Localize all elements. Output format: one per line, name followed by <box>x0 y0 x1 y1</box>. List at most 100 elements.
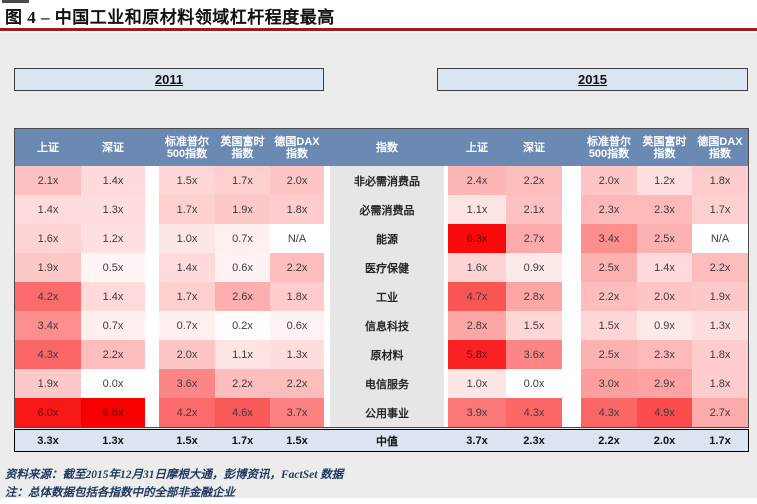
heat-cell: 1.0x <box>448 369 506 398</box>
col-gap <box>562 398 581 427</box>
heat-cell: 1.8x <box>270 195 324 224</box>
median-value: 2.0x <box>653 434 676 447</box>
heat-cell: 1.5x <box>581 311 637 340</box>
leverage-heatmap-table: 上证 深证 标准普尔 500指数 英国富时 指数 德国DAX 指数 指数 上证 深证 标准普尔 … <box>14 128 749 452</box>
heat-cell: 1.2x <box>637 166 692 195</box>
heat-cell: 1.8x <box>692 369 748 398</box>
row-label: 能源 <box>330 224 444 253</box>
table-row: 2.1x 1.4x 1.5x 1.7x 2.0x 非必需消费品 2.4x 2.2x 2.0x 1.… <box>15 166 748 195</box>
column-header-index: 指数 <box>376 141 398 154</box>
column-header: 标准普尔 500指数 <box>587 135 631 160</box>
median-row-box: 3.3x 1.3x 1.5x 1.7x 1.5x 中值 3.7x 2.3x 2.2x 2.0x 1.… <box>14 429 749 452</box>
row-label: 工业 <box>330 282 444 311</box>
column-header: 标准普尔 500指数 <box>165 135 209 160</box>
median-value: 1.5x <box>176 434 198 447</box>
heat-cell: 4.3x <box>581 398 637 427</box>
col-gap <box>562 224 581 253</box>
table-row: 4.2x 1.4x 1.7x 2.6x 1.8x 工业 4.7x 2.8x 2.2x 2.0x 1.… <box>15 282 748 311</box>
median-value: 1.7x <box>709 434 731 447</box>
heat-cell: 2.2x <box>581 282 637 311</box>
column-header: 英国富时 指数 <box>220 135 265 160</box>
heat-cell: 4.6x <box>215 398 270 427</box>
header-gap <box>145 129 159 166</box>
table-row: 3.4x 0.7x 0.7x 0.2x 0.6x 信息科技 2.8x 1.5x 1.5x 0.9x… <box>15 311 748 340</box>
col-gap <box>562 166 581 195</box>
heat-cell: 3.6x <box>159 369 215 398</box>
heat-cell: 2.2x <box>692 253 748 282</box>
heat-cell: 0.5x <box>81 253 145 282</box>
heat-cell: 2.5x <box>581 253 637 282</box>
heat-cell: 2.2x <box>270 369 324 398</box>
row-label: 公用事业 <box>330 398 444 427</box>
heat-cell: 1.9x <box>15 369 81 398</box>
heat-cell: 3.0x <box>581 369 637 398</box>
heatmap-main: 上证 深证 标准普尔 500指数 英国富时 指数 德国DAX 指数 指数 上证 深证 标准普尔 … <box>14 128 749 428</box>
column-header: 德国DAX 指数 <box>697 135 743 160</box>
median-value: 2.2x <box>598 434 620 447</box>
heat-cell: 1.9x <box>692 282 748 311</box>
heat-cell: 4.7x <box>448 282 506 311</box>
col-gap <box>145 282 159 311</box>
col-gap <box>562 253 581 282</box>
row-label: 信息科技 <box>330 311 444 340</box>
col-gap <box>145 311 159 340</box>
heat-cell: 0.7x <box>159 311 215 340</box>
heat-cell: 0.0x <box>506 369 562 398</box>
heat-cell: 2.2x <box>506 166 562 195</box>
heat-cell: 1.3x <box>270 340 324 369</box>
column-header: 上证 <box>466 141 488 154</box>
col-gap <box>562 195 581 224</box>
heat-cell: 2.1x <box>15 166 81 195</box>
heat-cell: 1.4x <box>159 253 215 282</box>
heat-cell: 1.1x <box>215 340 270 369</box>
heat-cell: 4.2x <box>159 398 215 427</box>
heat-cell: 1.8x <box>692 166 748 195</box>
column-header: 上证 <box>37 141 59 154</box>
heat-cell: 2.8x <box>506 282 562 311</box>
heat-cell: 2.8x <box>448 311 506 340</box>
heat-cell: 2.2x <box>270 253 324 282</box>
column-header: 德国DAX 指数 <box>274 135 320 160</box>
heat-cell: 6.5x <box>81 398 145 427</box>
col-gap <box>145 224 159 253</box>
heat-cell: 2.0x <box>159 340 215 369</box>
median-value: 1.5x <box>286 434 308 447</box>
table-header-row: 上证 深证 标准普尔 500指数 英国富时 指数 德国DAX 指数 指数 上证 深证 标准普尔 … <box>15 129 748 166</box>
table-row: 1.9x 0.5x 1.4x 0.6x 2.2x 医疗保健 1.6x 0.9x 2.5x 1.4x… <box>15 253 748 282</box>
median-value: 3.3x <box>37 434 59 447</box>
table-row: 1.4x 1.3x 1.7x 1.9x 1.8x 必需消费品 1.1x 2.1x 2.3x 2.3… <box>15 195 748 224</box>
median-value: 1.3x <box>102 434 124 447</box>
heat-cell: 1.4x <box>81 282 145 311</box>
heat-cell: 0.2x <box>215 311 270 340</box>
heat-cell: 2.0x <box>637 282 692 311</box>
heat-cell: 2.0x <box>270 166 324 195</box>
col-gap <box>562 340 581 369</box>
heat-cell: 2.9x <box>637 369 692 398</box>
heat-cell: 1.7x <box>159 282 215 311</box>
heat-cell: 1.5x <box>159 166 215 195</box>
heat-cell: 0.9x <box>506 253 562 282</box>
row-label: 必需消费品 <box>330 195 444 224</box>
heat-cell: 1.3x <box>692 311 748 340</box>
heat-cell: 1.0x <box>159 224 215 253</box>
chart-panel: 2011 2015 上证 深证 标准普尔 500指数 英国富时 指数 德国DAX 指数指… <box>0 33 757 498</box>
heat-cell: 6.0x <box>15 398 81 427</box>
heat-cell: 2.4x <box>448 166 506 195</box>
heat-cell: 0.7x <box>81 311 145 340</box>
table-row: 1.9x 0.0x 3.6x 2.2x 2.2x 电信服务 1.0x 0.0x 3.0x 2.9x… <box>15 369 748 398</box>
table-body: 2.1x 1.4x 1.5x 1.7x 2.0x 非必需消费品 2.4x 2.2x 2.0x 1.… <box>15 166 748 427</box>
column-header: 深证 <box>523 141 545 154</box>
col-gap <box>145 398 159 427</box>
median-value: 3.7x <box>466 434 488 447</box>
heat-cell: 3.9x <box>448 398 506 427</box>
heat-cell: 2.2x <box>81 340 145 369</box>
heat-cell: 1.2x <box>81 224 145 253</box>
heat-cell: 1.6x <box>15 224 81 253</box>
heat-cell: 3.4x <box>581 224 637 253</box>
heat-cell: 2.3x <box>637 195 692 224</box>
heat-cell: 0.9x <box>637 311 692 340</box>
column-header: 深证 <box>102 141 124 154</box>
median-value: 1.7x <box>231 434 254 447</box>
heat-cell: 3.7x <box>270 398 324 427</box>
